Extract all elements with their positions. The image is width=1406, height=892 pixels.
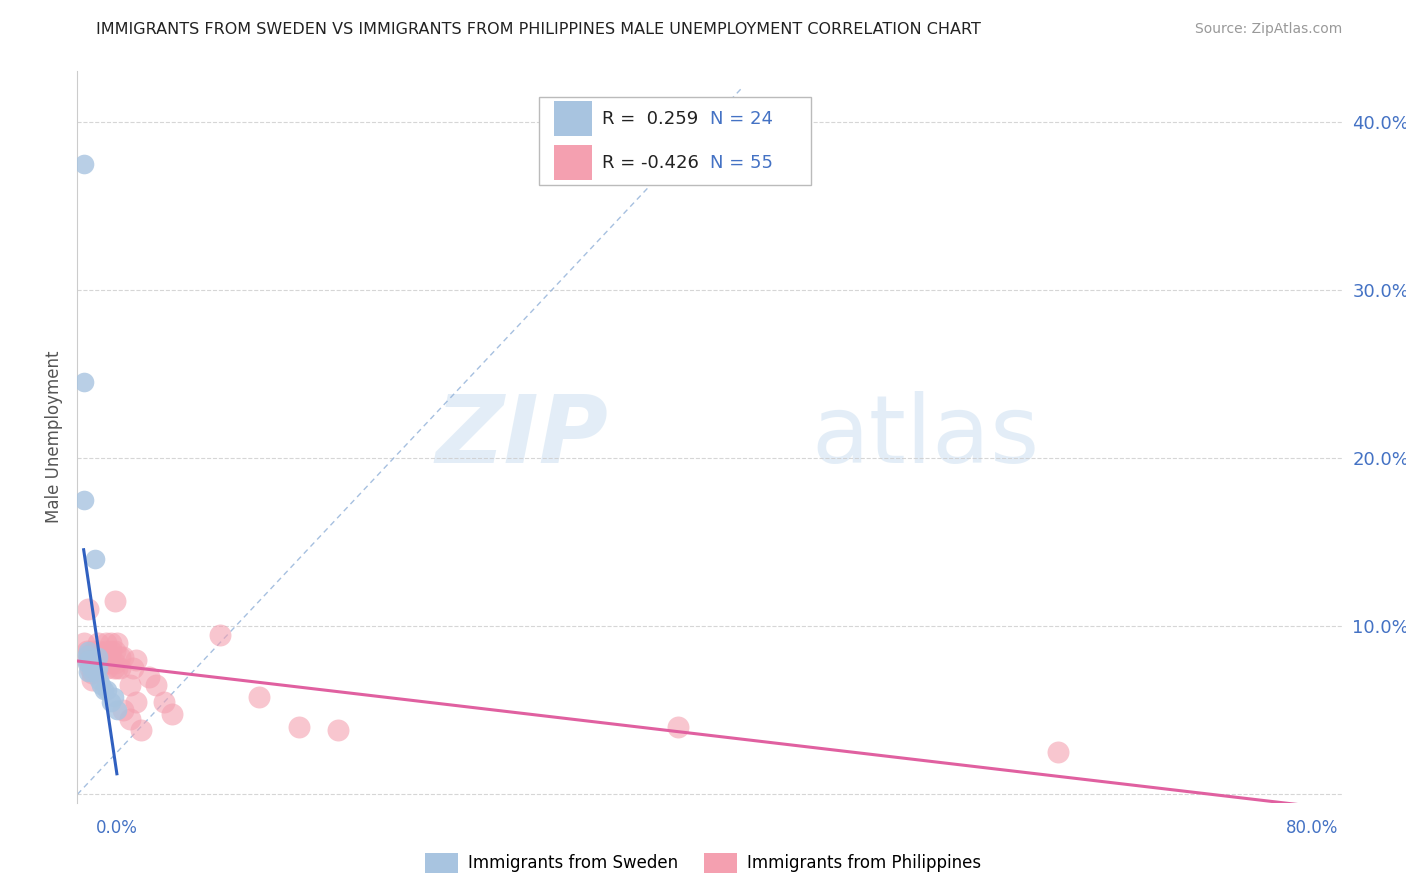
Point: [80, 666, 103, 681]
Point: [138, 670, 160, 684]
Text: IMMIGRANTS FROM SWEDEN VS IMMIGRANTS FROM PHILIPPINES MALE UNEMPLOYMENT CORRELAT: IMMIGRANTS FROM SWEDEN VS IMMIGRANTS FRO…: [96, 22, 980, 37]
Point: [80, 673, 103, 687]
Text: atlas: atlas: [811, 391, 1039, 483]
Point: [153, 695, 176, 709]
Point: [104, 644, 127, 658]
Point: [100, 644, 122, 658]
Point: [76, 657, 98, 671]
Point: [77, 653, 100, 667]
Point: [87, 657, 110, 671]
Point: [105, 703, 128, 717]
Point: [80, 661, 103, 675]
Text: R = -0.426: R = -0.426: [603, 153, 699, 172]
Point: [73, 157, 96, 171]
Text: N = 24: N = 24: [710, 110, 773, 128]
Text: N = 55: N = 55: [710, 153, 773, 172]
Point: [118, 678, 141, 692]
Point: [73, 493, 96, 508]
Point: [668, 720, 690, 734]
Point: [87, 649, 110, 664]
Point: [79, 661, 101, 675]
Point: [108, 661, 131, 675]
Point: [79, 648, 101, 662]
Point: [118, 712, 141, 726]
Point: [82, 644, 104, 658]
Point: [112, 703, 135, 717]
Point: [87, 636, 110, 650]
Text: R =  0.259: R = 0.259: [603, 110, 699, 128]
Text: 0.0%: 0.0%: [96, 819, 138, 837]
Point: [125, 653, 148, 667]
Point: [76, 644, 98, 658]
Y-axis label: Male Unemployment: Male Unemployment: [45, 351, 63, 524]
Point: [208, 627, 231, 641]
Point: [100, 695, 122, 709]
Point: [1046, 745, 1069, 759]
Point: [80, 649, 103, 664]
Point: [94, 644, 117, 658]
Point: [89, 661, 111, 675]
Point: [83, 661, 105, 675]
Point: [105, 636, 128, 650]
Point: [328, 723, 350, 738]
FancyBboxPatch shape: [540, 97, 811, 185]
Legend: Immigrants from Sweden, Immigrants from Philippines: Immigrants from Sweden, Immigrants from …: [419, 847, 987, 880]
Point: [247, 690, 270, 704]
Point: [96, 649, 118, 664]
Point: [89, 673, 111, 687]
Point: [93, 683, 115, 698]
Point: [80, 665, 103, 679]
Point: [76, 648, 98, 662]
Point: [104, 657, 127, 671]
Point: [162, 706, 183, 721]
Point: [129, 723, 152, 738]
Point: [80, 657, 103, 671]
Point: [83, 649, 105, 664]
FancyBboxPatch shape: [554, 102, 592, 136]
Point: [87, 661, 110, 675]
Point: [121, 661, 143, 675]
Point: [104, 594, 127, 608]
Point: [77, 665, 100, 679]
Point: [145, 678, 167, 692]
Point: [86, 653, 108, 667]
Point: [82, 661, 104, 675]
Point: [112, 649, 135, 664]
Point: [73, 636, 96, 650]
Point: [105, 661, 128, 675]
Point: [103, 690, 125, 704]
Point: [73, 376, 96, 390]
Text: 80.0%: 80.0%: [1286, 819, 1339, 837]
Point: [91, 648, 114, 662]
FancyBboxPatch shape: [554, 145, 592, 180]
Point: [100, 636, 122, 650]
Point: [89, 649, 111, 664]
Point: [90, 678, 112, 692]
Point: [94, 636, 117, 650]
Point: [77, 602, 100, 616]
Point: [90, 653, 112, 667]
Point: [96, 683, 118, 698]
Point: [86, 661, 108, 675]
Point: [79, 653, 101, 667]
Text: ZIP: ZIP: [436, 391, 609, 483]
Point: [96, 661, 118, 675]
Point: [83, 552, 105, 566]
Point: [103, 661, 125, 675]
Point: [82, 657, 104, 671]
Point: [87, 644, 110, 658]
Point: [125, 695, 148, 709]
Point: [77, 653, 100, 667]
Point: [288, 720, 311, 734]
Point: [80, 653, 103, 667]
Point: [108, 649, 131, 664]
Point: [100, 657, 122, 671]
Point: [77, 644, 100, 658]
Text: Source: ZipAtlas.com: Source: ZipAtlas.com: [1195, 22, 1343, 37]
